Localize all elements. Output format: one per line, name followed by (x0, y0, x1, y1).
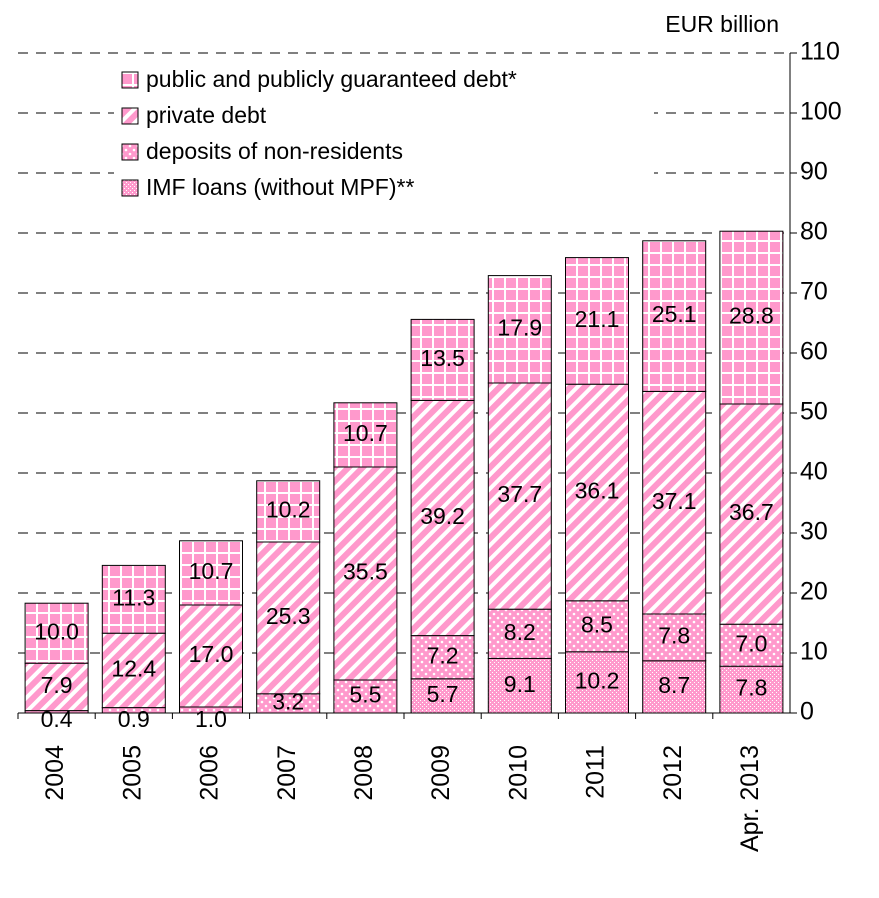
bar-segment (410, 678, 475, 714)
bar-segment (719, 403, 784, 625)
bar-segment (101, 564, 166, 634)
bar-segment (256, 541, 321, 695)
x-tick-label: 2005 (118, 745, 146, 801)
value-label: 8.5 (581, 611, 613, 637)
bar-segment (410, 399, 475, 637)
y-tick-label: 90 (800, 158, 828, 186)
value-label: 35.5 (343, 559, 388, 585)
value-label: 0.9 (118, 706, 150, 732)
legend-label: IMF loans (without MPF)** (146, 174, 414, 200)
y-tick-label: 100 (800, 98, 842, 126)
value-label: 7.8 (658, 622, 690, 648)
value-label: 5.5 (349, 682, 381, 708)
y-tick-label: 20 (800, 578, 828, 606)
legend-label: public and publicly guaranteed debt* (146, 66, 517, 92)
value-label: 36.7 (729, 499, 774, 525)
bar-segment (565, 600, 629, 653)
bar-segment (487, 608, 552, 659)
value-label: 5.7 (427, 681, 459, 707)
x-tick-label: 2006 (196, 745, 224, 801)
value-label: 8.7 (658, 672, 690, 698)
bar-segment (719, 230, 784, 405)
value-label: 11.3 (112, 584, 155, 610)
bar-segment (565, 257, 629, 385)
y-tick-label: 10 (800, 638, 828, 666)
value-label: 10.2 (575, 667, 620, 693)
legend-background (114, 62, 654, 206)
legend-swatch (121, 179, 139, 197)
legend-label: deposits of non-residents (146, 138, 403, 164)
y-tick-label: 80 (800, 218, 828, 246)
bar-segment (333, 402, 398, 468)
bar-segment (410, 318, 475, 401)
value-label: 9.1 (504, 671, 536, 697)
bar-segment (410, 635, 475, 680)
value-label: 12.4 (111, 655, 156, 681)
x-tick-label: Apr. 2013 (736, 745, 764, 852)
legend-swatch (121, 107, 139, 125)
value-label: 25.1 (652, 301, 697, 327)
y-tick-label: 40 (800, 458, 828, 486)
value-label: 13.5 (420, 345, 465, 371)
bar-segment (719, 623, 784, 667)
value-label: 10.7 (343, 420, 388, 446)
value-label: 7.8 (735, 675, 767, 701)
value-label: 7.0 (735, 630, 767, 656)
bar-segment (333, 679, 398, 714)
y-tick-label: 70 (800, 278, 828, 306)
bar-segment (24, 662, 89, 712)
value-label: 10.0 (34, 618, 79, 644)
y-tick-label: 30 (800, 518, 828, 546)
value-label: 10.7 (189, 558, 234, 584)
x-tick-label: 2012 (659, 745, 687, 801)
x-tick-label: 2007 (273, 745, 301, 801)
x-tick-label: 2009 (427, 745, 455, 801)
value-label: 7.2 (427, 642, 459, 668)
value-label: 7.9 (41, 672, 73, 698)
bar-segment (487, 275, 552, 384)
y-tick-label: 60 (800, 338, 828, 366)
y-tick-label: 50 (800, 398, 828, 426)
value-label: 21.1 (575, 306, 620, 332)
y-tick-label: 110 (800, 38, 840, 66)
value-label: 25.3 (266, 603, 311, 629)
bar-segment (642, 240, 707, 392)
bar-segment (642, 613, 707, 662)
value-label: 17.9 (497, 314, 542, 340)
value-label: 17.0 (189, 641, 234, 667)
y-tick-label: 0 (800, 698, 814, 726)
x-tick-label: 2011 (582, 745, 610, 799)
legend-swatch (121, 143, 139, 161)
value-label: 37.1 (652, 488, 697, 514)
value-label: 37.7 (497, 481, 542, 507)
value-label: 39.2 (420, 503, 465, 529)
value-label: 1.0 (195, 706, 227, 732)
bar-segment (487, 657, 552, 714)
x-tick-label: 2010 (504, 745, 532, 801)
bar-segment (101, 632, 166, 709)
x-tick-label: 2004 (41, 745, 69, 801)
legend-label: private debt (146, 102, 267, 128)
bar-segment (487, 382, 552, 610)
bar-segment (24, 602, 89, 664)
bar-segment (179, 540, 243, 606)
bar-segment (565, 383, 629, 602)
bar-segment (333, 466, 398, 681)
x-tick-label: 2008 (350, 745, 378, 801)
value-label: 10.2 (266, 496, 311, 522)
legend-swatch (121, 71, 139, 89)
y-axis-label: EUR billion (665, 11, 779, 37)
value-label: 28.8 (729, 303, 774, 329)
bar-segment (565, 651, 629, 714)
bar-segment (256, 480, 321, 543)
value-label: 8.2 (504, 619, 536, 645)
bar-segment (642, 390, 707, 615)
value-label: 36.1 (575, 478, 620, 504)
